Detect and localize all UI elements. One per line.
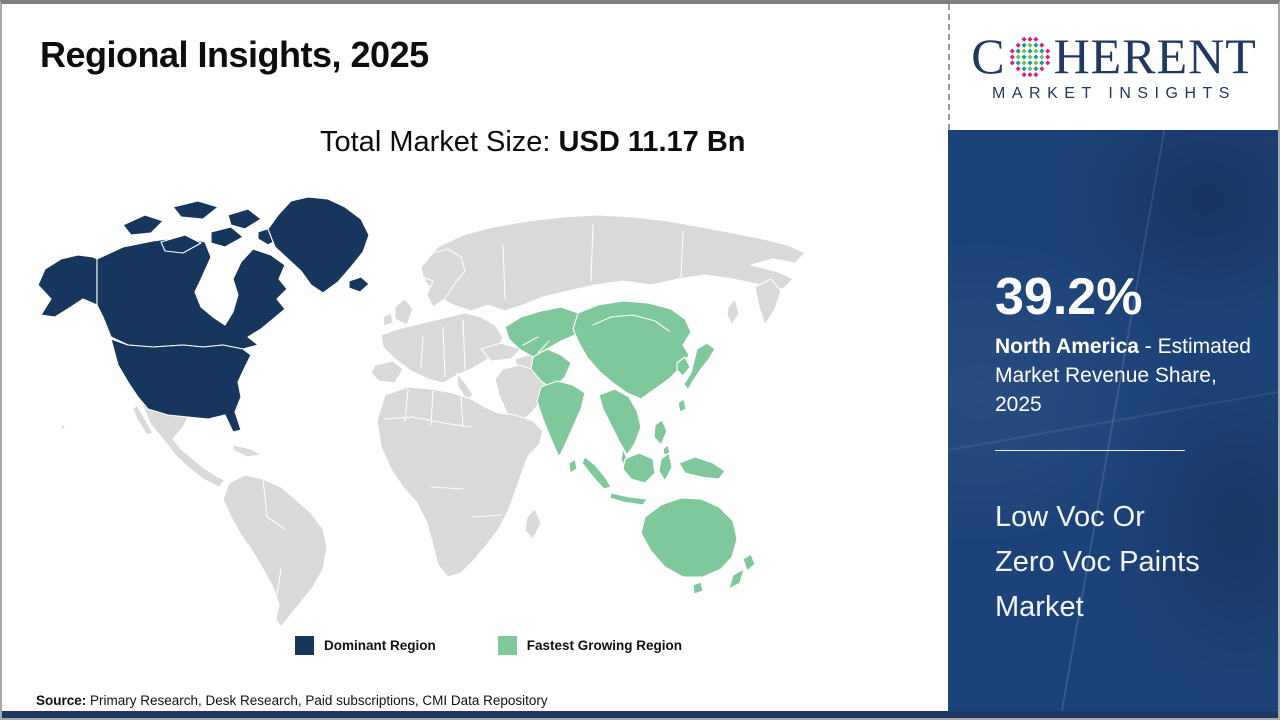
- market-name: Low Voc Or Zero Voc Paints Market: [995, 500, 1200, 623]
- sidebar-content: 39.2% North America - Estimated Market R…: [948, 130, 1278, 630]
- region-other: [60, 214, 806, 628]
- total-market-size: Total Market Size: USD 11.17 Bn: [320, 126, 746, 159]
- brand-logo: C: [971, 31, 1257, 81]
- dominant-region-swatch: [295, 636, 314, 655]
- sidebar-divider: [995, 449, 1185, 451]
- source-line: Source: Primary Research, Desk Research,…: [36, 693, 548, 708]
- market-share-desc-text: - Estimated Market Revenue Share, 2025: [995, 334, 1251, 416]
- region-north-america: [37, 196, 370, 433]
- market-share-value: 39.2%: [995, 268, 1143, 326]
- footer-bar: [2, 711, 1278, 718]
- map-legend: Dominant Region Fastest Growing Region: [295, 636, 682, 655]
- market-share-description: North America - Estimated Market Revenue…: [995, 333, 1255, 420]
- legend-item-dominant: Dominant Region: [295, 636, 436, 655]
- logo-word-rest: HERENT: [1053, 28, 1257, 84]
- logo-letter-c: C: [971, 28, 1006, 84]
- fastest-growing-region-label: Fastest Growing Region: [526, 638, 683, 653]
- region-asia-pacific: [504, 300, 756, 595]
- dominant-region-label: Dominant Region: [324, 638, 436, 653]
- world-map-svg: [37, 196, 806, 628]
- fastest-growing-region-swatch: [497, 636, 517, 655]
- sidebar-panel: 39.2% North America - Estimated Market R…: [948, 130, 1278, 712]
- world-map: [33, 187, 818, 628]
- legend-item-fastest-growing: Fastest Growing Region: [497, 636, 683, 655]
- source-label: Source:: [36, 693, 87, 708]
- total-market-size-value: USD 11.17 Bn: [558, 126, 746, 158]
- brand-logo-panel: C: [948, 4, 1278, 130]
- total-market-size-label: Total Market Size:: [320, 126, 559, 158]
- logo-globe-dots-icon: [1009, 36, 1050, 78]
- logo-tagline: MARKET INSIGHTS: [992, 85, 1236, 102]
- market-share-region: North America: [995, 334, 1139, 358]
- source-text: Primary Research, Desk Research, Paid su…: [86, 693, 548, 708]
- page-title: Regional Insights, 2025: [40, 34, 429, 75]
